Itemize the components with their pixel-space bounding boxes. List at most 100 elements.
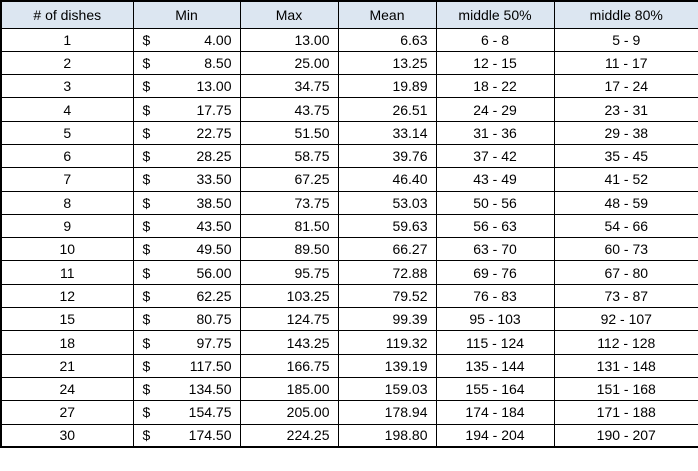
cell-max[interactable]: 43.75 [239, 97, 339, 122]
cell-min[interactable]: $56.00 [132, 260, 241, 285]
cell-dishes[interactable]: 10 [0, 237, 134, 262]
cell-mean[interactable]: 53.03 [337, 190, 437, 215]
cell-middle-80[interactable]: 112 - 128 [553, 330, 698, 355]
cell-dishes[interactable]: 24 [0, 376, 134, 402]
cell-max[interactable]: 166.75 [239, 353, 339, 378]
cell-middle-80[interactable]: 73 - 87 [553, 283, 698, 309]
cell-max[interactable]: 25.00 [239, 50, 339, 76]
cell-min[interactable]: $117.50 [132, 353, 241, 378]
cell-max[interactable]: 185.00 [239, 376, 339, 402]
cell-dishes[interactable]: 5 [0, 120, 134, 145]
cell-mean[interactable]: 6.63 [337, 27, 437, 52]
cell-dishes[interactable]: 7 [0, 167, 134, 192]
cell-dishes[interactable]: 1 [0, 27, 134, 52]
cell-middle-80[interactable]: 5 - 9 [553, 27, 698, 52]
cell-mean[interactable]: 33.14 [337, 120, 437, 145]
cell-min[interactable]: $28.25 [132, 143, 241, 169]
cell-min[interactable]: $49.50 [132, 237, 241, 262]
cell-mean[interactable]: 19.89 [337, 74, 437, 99]
cell-min[interactable]: $13.00 [132, 74, 241, 99]
cell-dishes[interactable]: 30 [0, 423, 134, 448]
cell-middle-50[interactable]: 174 - 184 [435, 400, 555, 425]
cell-mean[interactable]: 46.40 [337, 167, 437, 192]
cell-min[interactable]: $38.50 [132, 190, 241, 215]
cell-middle-80[interactable]: 35 - 45 [553, 143, 698, 169]
cell-dishes[interactable]: 2 [0, 50, 134, 76]
header-mean[interactable]: Mean [337, 0, 437, 29]
cell-max[interactable]: 124.75 [239, 307, 339, 332]
cell-middle-80[interactable]: 29 - 38 [553, 120, 698, 145]
cell-max[interactable]: 67.25 [239, 167, 339, 192]
cell-dishes[interactable]: 11 [0, 260, 134, 285]
cell-middle-50[interactable]: 63 - 70 [435, 237, 555, 262]
cell-mean[interactable]: 139.19 [337, 353, 437, 378]
cell-middle-80[interactable]: 48 - 59 [553, 190, 698, 215]
cell-middle-80[interactable]: 151 - 168 [553, 376, 698, 402]
cell-middle-50[interactable]: 43 - 49 [435, 167, 555, 192]
cell-mean[interactable]: 119.32 [337, 330, 437, 355]
cell-middle-80[interactable]: 131 - 148 [553, 353, 698, 378]
cell-mean[interactable]: 198.80 [337, 423, 437, 448]
cell-middle-50[interactable]: 95 - 103 [435, 307, 555, 332]
cell-max[interactable]: 81.50 [239, 213, 339, 239]
cell-mean[interactable]: 159.03 [337, 376, 437, 402]
cell-max[interactable]: 224.25 [239, 423, 339, 448]
cell-min[interactable]: $43.50 [132, 213, 241, 239]
header-dishes[interactable]: # of dishes [0, 0, 134, 29]
cell-dishes[interactable]: 8 [0, 190, 134, 215]
cell-min[interactable]: $17.75 [132, 97, 241, 122]
cell-max[interactable]: 34.75 [239, 74, 339, 99]
cell-middle-50[interactable]: 76 - 83 [435, 283, 555, 309]
cell-middle-80[interactable]: 171 - 188 [553, 400, 698, 425]
cell-mean[interactable]: 99.39 [337, 307, 437, 332]
header-middle-50[interactable]: middle 50% [435, 0, 555, 29]
cell-min[interactable]: $4.00 [132, 27, 241, 52]
cell-mean[interactable]: 13.25 [337, 50, 437, 76]
cell-max[interactable]: 73.75 [239, 190, 339, 215]
cell-mean[interactable]: 26.51 [337, 97, 437, 122]
cell-middle-80[interactable]: 23 - 31 [553, 97, 698, 122]
cell-middle-80[interactable]: 67 - 80 [553, 260, 698, 285]
cell-min[interactable]: $97.75 [132, 330, 241, 355]
cell-middle-50[interactable]: 37 - 42 [435, 143, 555, 169]
cell-max[interactable]: 51.50 [239, 120, 339, 145]
cell-mean[interactable]: 59.63 [337, 213, 437, 239]
cell-mean[interactable]: 178.94 [337, 400, 437, 425]
cell-middle-80[interactable]: 11 - 17 [553, 50, 698, 76]
cell-max[interactable]: 58.75 [239, 143, 339, 169]
cell-middle-50[interactable]: 31 - 36 [435, 120, 555, 145]
cell-middle-50[interactable]: 24 - 29 [435, 97, 555, 122]
cell-min[interactable]: $62.25 [132, 283, 241, 309]
cell-min[interactable]: $80.75 [132, 307, 241, 332]
cell-dishes[interactable]: 18 [0, 330, 134, 355]
cell-middle-50[interactable]: 6 - 8 [435, 27, 555, 52]
cell-max[interactable]: 205.00 [239, 400, 339, 425]
cell-min[interactable]: $134.50 [132, 376, 241, 402]
cell-middle-50[interactable]: 135 - 144 [435, 353, 555, 378]
cell-dishes[interactable]: 9 [0, 213, 134, 239]
cell-middle-80[interactable]: 190 - 207 [553, 423, 698, 448]
cell-max[interactable]: 95.75 [239, 260, 339, 285]
cell-mean[interactable]: 66.27 [337, 237, 437, 262]
cell-mean[interactable]: 79.52 [337, 283, 437, 309]
cell-middle-50[interactable]: 18 - 22 [435, 74, 555, 99]
cell-middle-50[interactable]: 115 - 124 [435, 330, 555, 355]
cell-middle-80[interactable]: 54 - 66 [553, 213, 698, 239]
header-max[interactable]: Max [239, 0, 339, 29]
cell-dishes[interactable]: 15 [0, 307, 134, 332]
header-middle-80[interactable]: middle 80% [553, 0, 698, 29]
cell-min[interactable]: $33.50 [132, 167, 241, 192]
cell-dishes[interactable]: 6 [0, 143, 134, 169]
cell-max[interactable]: 13.00 [239, 27, 339, 52]
cell-max[interactable]: 89.50 [239, 237, 339, 262]
cell-min[interactable]: $8.50 [132, 50, 241, 76]
cell-middle-50[interactable]: 12 - 15 [435, 50, 555, 76]
cell-mean[interactable]: 39.76 [337, 143, 437, 169]
cell-middle-50[interactable]: 69 - 76 [435, 260, 555, 285]
cell-dishes[interactable]: 21 [0, 353, 134, 378]
cell-max[interactable]: 103.25 [239, 283, 339, 309]
cell-middle-50[interactable]: 155 - 164 [435, 376, 555, 402]
cell-middle-80[interactable]: 41 - 52 [553, 167, 698, 192]
cell-middle-50[interactable]: 194 - 204 [435, 423, 555, 448]
cell-dishes[interactable]: 4 [0, 97, 134, 122]
